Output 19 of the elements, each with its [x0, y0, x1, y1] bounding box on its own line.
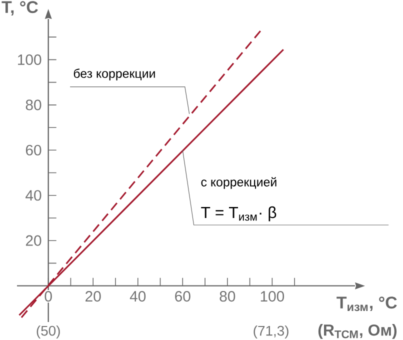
- x-tick-label: 80: [220, 291, 236, 302]
- text: (71,3): [254, 325, 288, 338]
- y-tick-label: 100: [18, 54, 42, 65]
- text: (R$_{ТСМ}$, Ом): [318, 324, 397, 339]
- y-tick-label: 20: [26, 235, 42, 246]
- x-tick-label: 100: [260, 291, 284, 302]
- x-tick-label: 20: [86, 291, 101, 302]
- y-axis-title: T, °C: [2, 1, 38, 16]
- y-tick-label: 80: [26, 100, 42, 110]
- x-axis-title: T$_{изм}$, °C: [336, 296, 397, 312]
- annotation: с коррекцией: [201, 177, 276, 189]
- text: (50): [36, 325, 60, 338]
- annotation: без коррекции: [74, 68, 155, 80]
- x-tick-label: 60: [175, 291, 190, 302]
- y-tick-label: 60: [26, 144, 42, 156]
- x-tick-label: 40: [130, 291, 146, 302]
- y-tick-label: 40: [26, 190, 42, 201]
- annotation: T = T$_{изм}$· β: [201, 206, 276, 222]
- x-tick-label: 0: [44, 291, 52, 302]
